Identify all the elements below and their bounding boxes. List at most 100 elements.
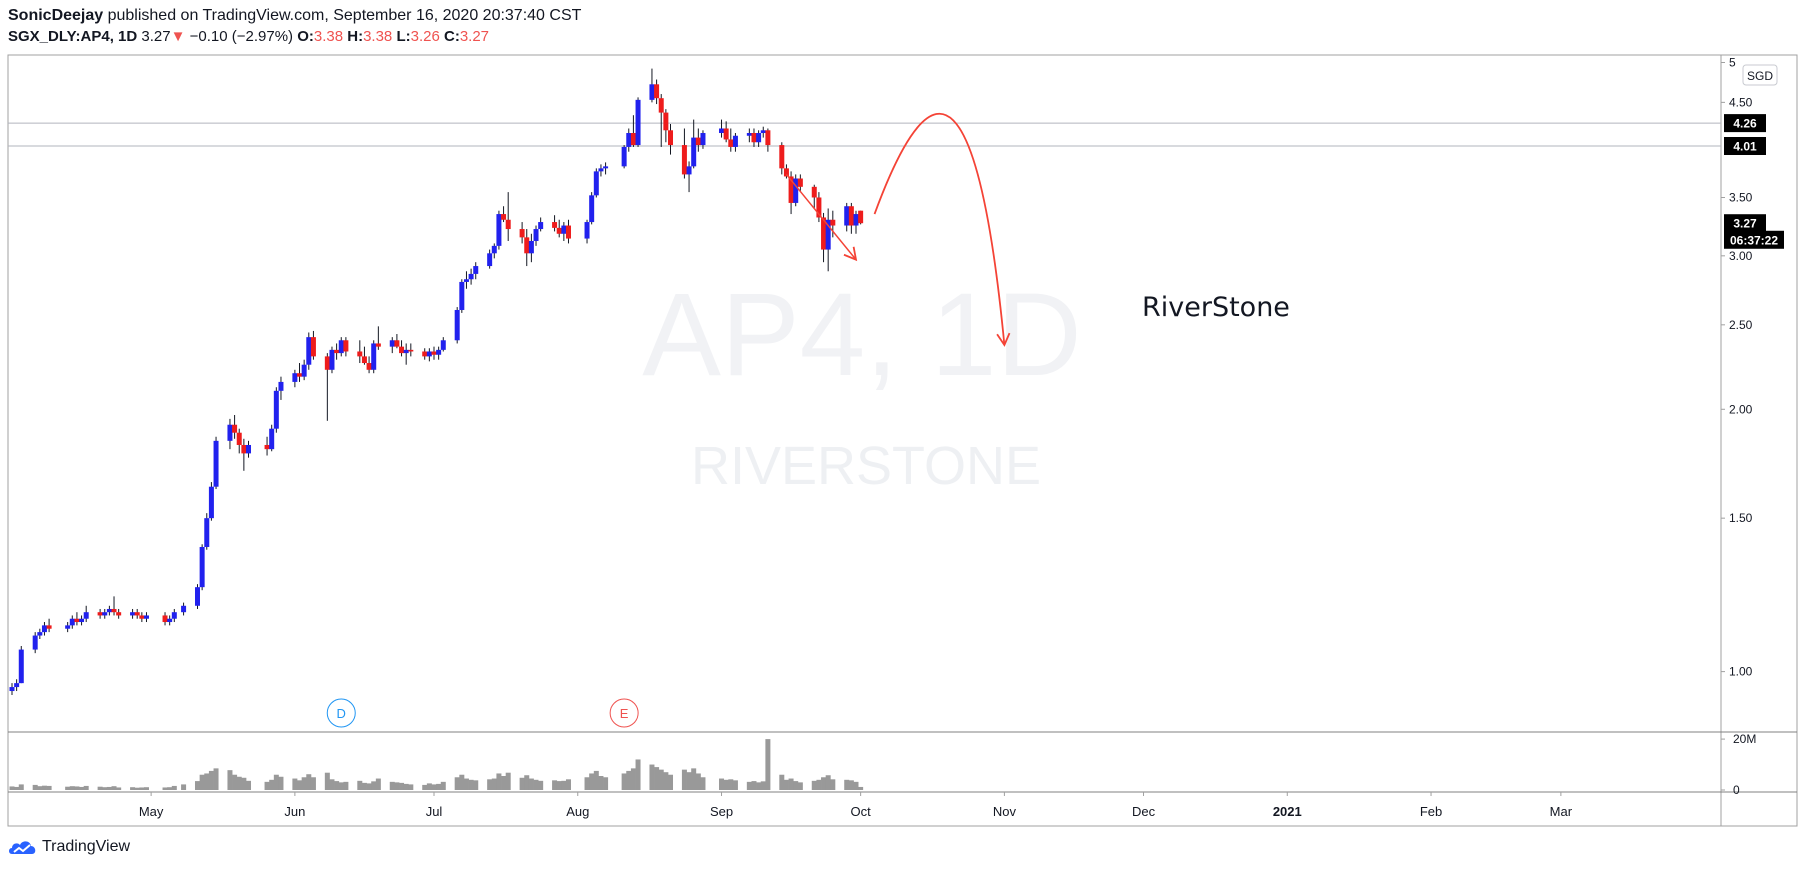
- candle-body: [691, 137, 697, 167]
- volume-bar: [143, 787, 149, 790]
- volume-bar: [793, 781, 799, 790]
- volume-bar: [454, 777, 460, 790]
- volume-bar: [171, 785, 177, 790]
- watermark-name: RIVERSTONE: [691, 436, 1041, 496]
- symbol-label[interactable]: SGX_DLY:AP4, 1D: [8, 28, 138, 45]
- volume-bar: [399, 782, 405, 790]
- volume-bar: [473, 780, 479, 790]
- candle-body: [603, 166, 609, 169]
- volume-bar: [204, 773, 210, 790]
- arrow-head: [996, 332, 1011, 347]
- trend-drawings[interactable]: [785, 112, 1011, 347]
- price-tick-label: 1.00: [1729, 665, 1753, 679]
- candle-body: [728, 139, 734, 147]
- candle-body: [199, 546, 205, 588]
- candle-body: [783, 168, 789, 177]
- volume-bar: [695, 773, 701, 790]
- candle-body: [821, 217, 827, 250]
- candle-body: [598, 168, 604, 172]
- close-label: C:: [444, 28, 460, 45]
- volume-bar: [788, 778, 794, 790]
- volume-bar: [357, 780, 363, 790]
- volume-bar: [561, 780, 567, 790]
- volume-bar: [825, 775, 831, 790]
- legend-line: SGX_DLY:AP4, 1D 3.27▼ −0.10 (−2.97%) O:3…: [8, 27, 581, 47]
- currency-label: SGD: [1747, 69, 1773, 83]
- volume-bar: [468, 779, 474, 790]
- volume-bar: [589, 773, 595, 790]
- volume-tick-label: 20M: [1733, 732, 1756, 746]
- volume-bar: [14, 786, 20, 790]
- price-tag-label: 4.26: [1733, 117, 1757, 131]
- candle-body: [246, 444, 252, 454]
- volume-bar: [41, 785, 47, 790]
- candle-body: [181, 605, 187, 613]
- candle-body: [528, 240, 534, 254]
- candle-body: [83, 612, 89, 619]
- volume-bar: [533, 779, 539, 790]
- volume-bar: [598, 776, 604, 790]
- volume-bar: [519, 777, 525, 790]
- volume-bar: [269, 779, 275, 790]
- price-tag-label: 06:37:22: [1730, 233, 1778, 247]
- currency-badge[interactable]: SGD: [1742, 64, 1778, 86]
- volume-bar: [853, 781, 859, 790]
- candle-body: [630, 133, 636, 146]
- candle-body: [338, 340, 344, 354]
- volume-bar: [635, 759, 641, 790]
- volume-bar: [241, 777, 247, 790]
- volume-bar: [278, 776, 284, 790]
- time-tick-label: May: [139, 804, 164, 819]
- candle-body: [654, 84, 660, 99]
- price-tick-label: 5: [1729, 55, 1736, 69]
- volume-bar: [297, 780, 303, 790]
- volume-bar: [37, 786, 43, 790]
- volume-bar: [746, 781, 752, 790]
- candle-body: [760, 130, 766, 134]
- candle-body: [454, 309, 460, 341]
- candle-body: [366, 363, 372, 370]
- time-tick-label: 2021: [1273, 804, 1302, 819]
- currency-badge-box: [1742, 64, 1778, 86]
- candle-body: [310, 337, 316, 357]
- tradingview-logo[interactable]: TradingView: [8, 838, 130, 856]
- volume-bar: [797, 782, 803, 790]
- volume-bar: [524, 775, 530, 790]
- candle-body: [533, 229, 539, 241]
- volume-axis-ticks: 20M 0: [1721, 732, 1756, 797]
- volume-bar: [668, 774, 674, 790]
- time-tick-label: Feb: [1420, 804, 1442, 819]
- volume-bar: [324, 772, 330, 790]
- price-tick-label: 2.00: [1729, 402, 1753, 416]
- candle-body: [269, 428, 275, 450]
- price-tick-label: 3.50: [1729, 190, 1753, 204]
- candle-body: [556, 227, 562, 234]
- candle-body: [167, 618, 173, 623]
- price-tag-box: [1724, 137, 1766, 156]
- candle-body: [732, 135, 738, 147]
- cloud-icon: [9, 841, 36, 854]
- volume-bar: [700, 777, 706, 790]
- candle-body: [102, 612, 108, 616]
- author-name[interactable]: SonicDeejay: [8, 7, 104, 24]
- volume-bar: [691, 768, 697, 790]
- volume-bar: [756, 782, 762, 790]
- volume-bar: [18, 784, 24, 790]
- annotation-text[interactable]: RiverStone: [1142, 292, 1290, 323]
- volume-bar: [102, 787, 108, 790]
- candle-body: [584, 222, 590, 239]
- volume-bar: [593, 770, 599, 790]
- volume-bar: [649, 764, 655, 790]
- volume-bar: [194, 781, 200, 790]
- volume-bar: [422, 784, 428, 790]
- chart-header: SonicDeejay published on TradingView.com…: [8, 6, 581, 47]
- volume-bar: [394, 782, 400, 790]
- candle-body: [723, 128, 729, 140]
- candle-body: [848, 206, 854, 226]
- volume-bar: [621, 773, 627, 790]
- candle-body: [194, 587, 200, 606]
- candle-body: [719, 128, 725, 134]
- arrow-head: [843, 246, 858, 262]
